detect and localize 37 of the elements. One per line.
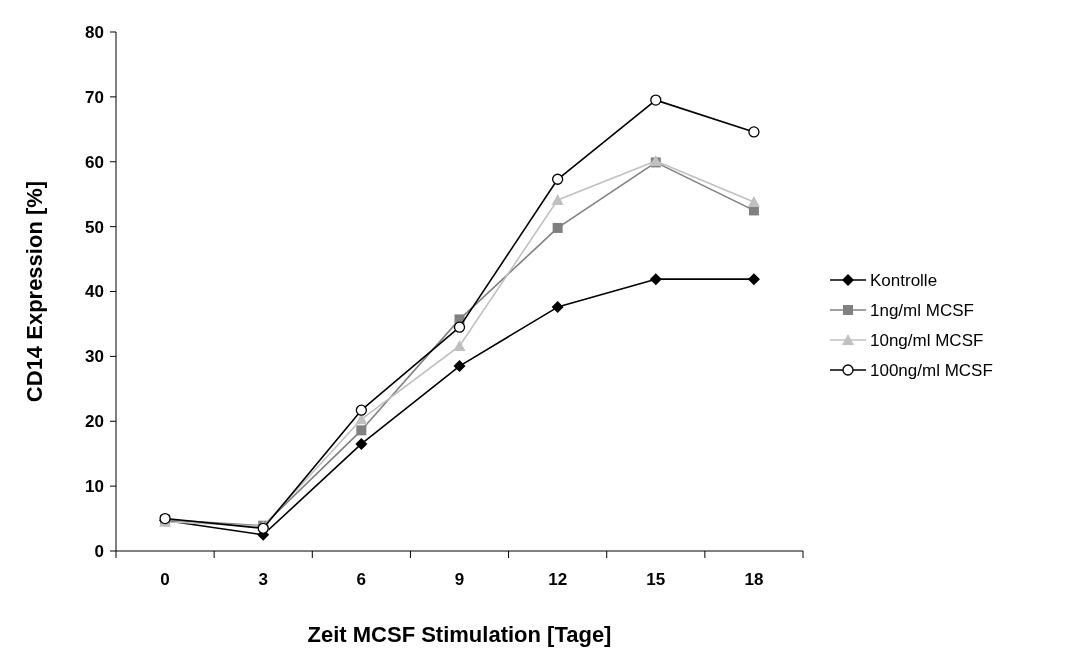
y-tick-label: 20 [85,412,104,432]
x-tick-label: 9 [454,570,465,589]
point [650,94,662,106]
point [453,360,466,373]
point [551,173,564,185]
legend-label: 1ng/ml MCSF [870,300,974,320]
y-tick-label: 60 [85,152,104,172]
legend-label: Kontrolle [870,270,938,290]
point [355,437,368,450]
x-tick-label: 0 [160,570,170,589]
y-tick-label: 0 [94,541,104,561]
point [649,273,662,286]
legend-label: 100ng/ml MCSF [870,360,993,380]
point [355,404,368,416]
y-axis-title: CD14 Expression [%] [22,180,47,403]
point [356,425,367,436]
legend-label: 10ng/ml MCSF [870,330,984,350]
y-tick-label: 70 [85,87,104,107]
x-axis-title: Zeit MCSF Stimulation [Tage] [307,622,612,647]
point [552,222,563,233]
x-tick-label: 3 [258,570,268,589]
point [453,340,466,351]
y-tick-label: 30 [85,347,104,367]
x-tick-label: 6 [356,570,367,589]
point [747,273,760,286]
point [551,194,564,206]
y-tick-label: 10 [85,477,104,497]
y-tick-label: 80 [85,22,104,42]
y-tick-label: 40 [85,282,104,302]
y-tick-label: 50 [85,217,104,237]
point [453,321,466,333]
point [551,301,564,314]
point [747,195,760,207]
point [748,126,760,138]
x-tick-label: 12 [548,570,568,589]
x-tick-label: 18 [744,570,764,589]
x-tick-label: 15 [646,570,666,589]
